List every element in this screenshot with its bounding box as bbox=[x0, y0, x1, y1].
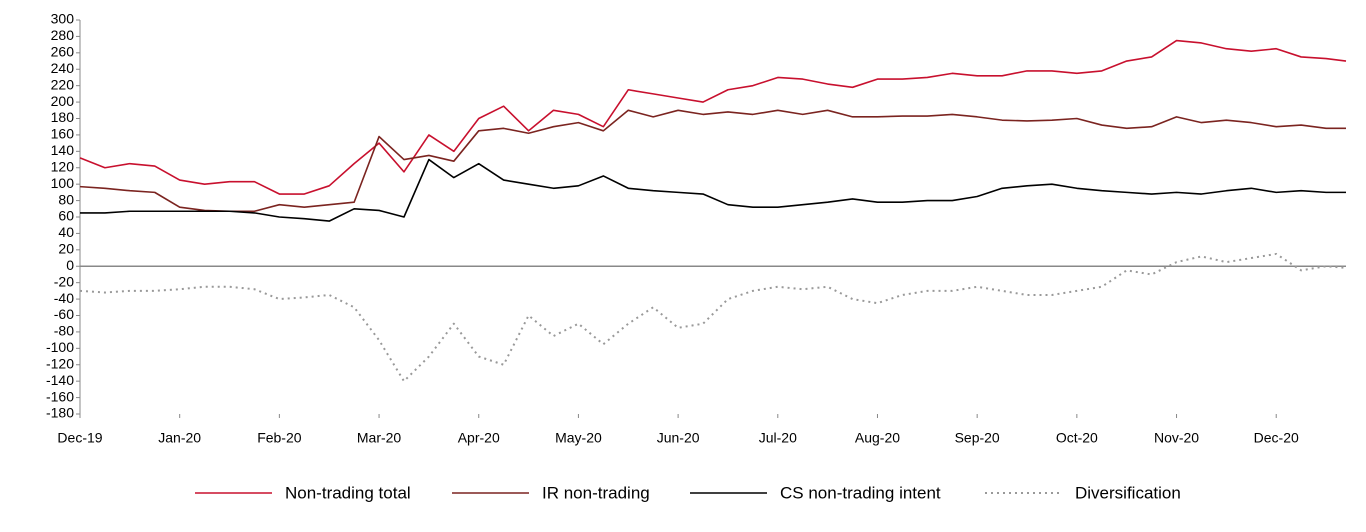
y-tick-label: -100 bbox=[46, 339, 74, 355]
y-tick-label: 300 bbox=[51, 11, 75, 27]
y-tick-label: 260 bbox=[51, 44, 75, 60]
x-tick-label: Jun-20 bbox=[657, 430, 700, 446]
y-tick-label: -40 bbox=[54, 290, 74, 306]
y-tick-label: 40 bbox=[58, 224, 74, 240]
x-tick-label: Oct-20 bbox=[1056, 430, 1098, 446]
x-tick-label: Apr-20 bbox=[458, 430, 500, 446]
x-tick-label: May-20 bbox=[555, 430, 602, 446]
y-tick-label: 120 bbox=[51, 158, 75, 174]
x-tick-label: Dec-20 bbox=[1254, 430, 1299, 446]
series-line bbox=[79, 252, 1347, 383]
y-tick-label: 0 bbox=[66, 257, 74, 273]
y-tick-label: 140 bbox=[51, 142, 75, 158]
y-tick-label: 80 bbox=[58, 191, 74, 207]
y-tick-label: -20 bbox=[54, 273, 74, 289]
x-tick-label: Nov-20 bbox=[1154, 430, 1199, 446]
y-tick-label: 240 bbox=[51, 60, 75, 76]
legend-label: IR non-trading bbox=[542, 483, 650, 502]
x-tick-label: Sep-20 bbox=[955, 430, 1000, 446]
y-tick-label: 280 bbox=[51, 27, 75, 43]
series-line bbox=[79, 39, 1347, 195]
legend-label: Non-trading total bbox=[285, 483, 411, 502]
y-tick-label: -180 bbox=[46, 405, 74, 421]
y-tick-label: 100 bbox=[51, 175, 75, 191]
legend-label: CS non-trading intent bbox=[780, 483, 941, 502]
x-tick-label: Mar-20 bbox=[357, 430, 402, 446]
x-tick-label: Feb-20 bbox=[257, 430, 302, 446]
y-tick-label: 160 bbox=[51, 126, 75, 142]
y-tick-label: 180 bbox=[51, 109, 75, 125]
series-line bbox=[79, 109, 1346, 213]
y-tick-label: -140 bbox=[46, 372, 74, 388]
x-tick-label: Aug-20 bbox=[855, 430, 900, 446]
y-tick-label: -120 bbox=[46, 355, 74, 371]
y-tick-label: -160 bbox=[46, 388, 74, 404]
x-tick-label: Jan-20 bbox=[158, 430, 201, 446]
x-tick-label: Dec-19 bbox=[57, 430, 102, 446]
series-line bbox=[80, 158, 1346, 222]
legend-label: Diversification bbox=[1075, 483, 1181, 502]
y-tick-label: 60 bbox=[58, 208, 74, 224]
y-tick-label: 200 bbox=[51, 93, 75, 109]
x-tick-label: Jul-20 bbox=[759, 430, 797, 446]
y-tick-label: 20 bbox=[58, 241, 74, 257]
y-tick-label: -80 bbox=[54, 323, 74, 339]
y-tick-label: 220 bbox=[51, 76, 75, 92]
y-tick-label: -60 bbox=[54, 306, 74, 322]
